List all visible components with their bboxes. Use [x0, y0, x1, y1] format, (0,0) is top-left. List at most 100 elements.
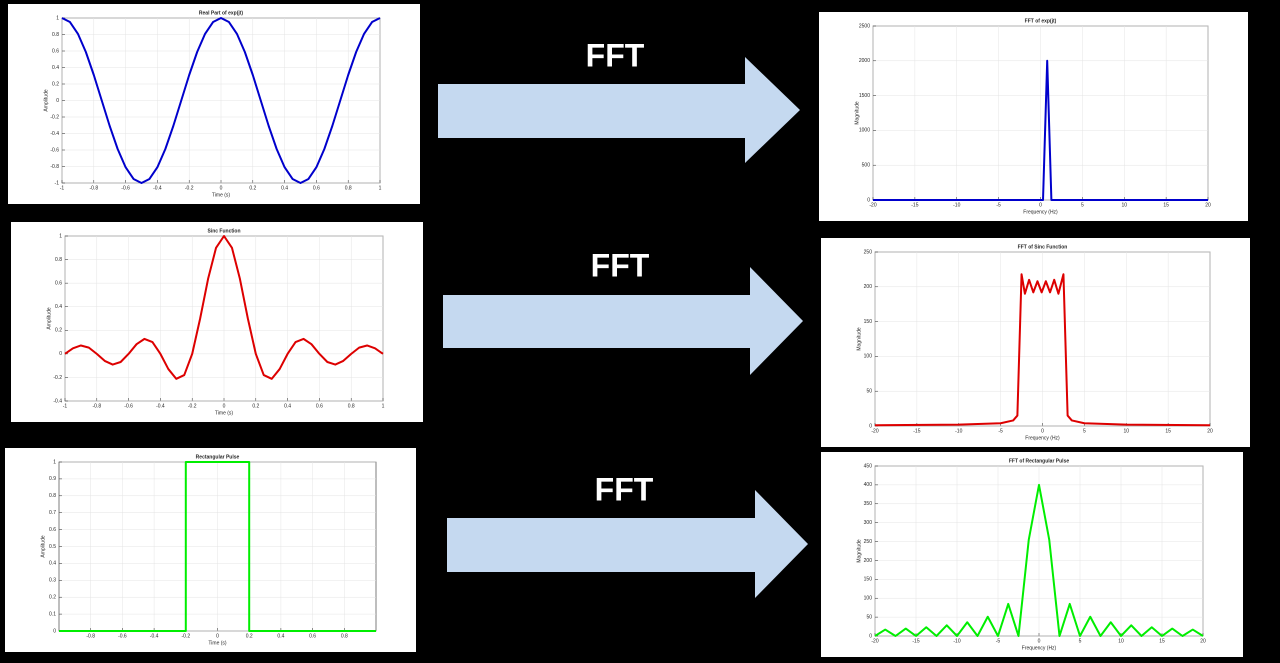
- data-line: [874, 273, 1211, 427]
- x-tick-label: 0.8: [341, 633, 348, 639]
- x-tick-label: -5: [998, 428, 1003, 434]
- y-tick-label: 0.8: [52, 32, 59, 38]
- y-tick-label: 50: [866, 389, 872, 395]
- x-tick-label: 0: [1041, 428, 1044, 434]
- y-tick-label: -0.4: [50, 131, 59, 137]
- y-tick-label: 350: [864, 501, 873, 507]
- y-tick-label: 1000: [859, 128, 870, 134]
- y-tick-label: 0: [867, 197, 870, 203]
- data-line: [873, 59, 1208, 201]
- x-tick-label: -0.4: [156, 403, 165, 409]
- x-tick-label: 5: [1079, 638, 1082, 644]
- x-axis-label: Time (s): [208, 640, 226, 646]
- x-tick-label: 20: [1205, 202, 1211, 208]
- x-tick-label: 20: [1200, 638, 1206, 644]
- x-tick-label: -0.6: [121, 185, 130, 191]
- arrow: [443, 267, 803, 375]
- y-tick-label: 0.3: [49, 578, 56, 584]
- x-tick-label: -20: [869, 202, 876, 208]
- y-tick-label: 0.2: [49, 595, 56, 601]
- y-tick-label: 0.5: [49, 544, 56, 550]
- y-tick-label: 2000: [859, 58, 870, 64]
- x-tick-label: -1: [60, 185, 65, 191]
- x-tick-label: -5: [996, 638, 1001, 644]
- chart-title: Rectangular Pulse: [196, 454, 240, 460]
- x-tick-label: 0: [223, 403, 226, 409]
- x-tick-label: 1: [382, 403, 385, 409]
- x-tick-label: 15: [1163, 202, 1169, 208]
- data-line: [874, 483, 1204, 637]
- y-tick-label: 1500: [859, 93, 870, 99]
- x-tick-label: -15: [911, 202, 918, 208]
- x-tick-label: -10: [953, 202, 960, 208]
- x-tick-label: 10: [1123, 428, 1129, 434]
- y-tick-label: -0.4: [53, 398, 62, 404]
- y-tick-label: 0.8: [49, 493, 56, 499]
- y-tick-label: 0.4: [55, 304, 62, 310]
- x-tick-label: 0.4: [277, 633, 284, 639]
- chart: -1 -0.8 -0.6 -0.4 -0.2 0 0.2 0.4 0.6 0.8 1 -0.4 -0.2…: [11, 222, 423, 422]
- x-tick-label: 15: [1165, 428, 1171, 434]
- chart: -0.8 -0.6 -0.4 -0.2 0 0.2 0.4 0.6 0.8 0 0.1 0.2 0.3 0…: [5, 448, 416, 652]
- x-tick-label: 0.2: [246, 633, 253, 639]
- x-tick-label: -1: [63, 403, 68, 409]
- y-tick-label: 50: [866, 614, 872, 620]
- x-tick-label: 20: [1207, 428, 1213, 434]
- y-axis-label: Magnitude: [856, 327, 862, 351]
- x-tick-label: -10: [953, 638, 960, 644]
- chart: -20 -15 -10 -5 0 5 10 15 20 0 500 1000 1500 2000 2500 F…: [819, 12, 1248, 221]
- x-tick-label: 0.2: [249, 185, 256, 191]
- y-tick-label: 100: [864, 596, 873, 602]
- y-tick-label: 0.7: [49, 510, 56, 516]
- x-tick-label: 0.6: [309, 633, 316, 639]
- x-tick-label: -0.2: [188, 403, 197, 409]
- x-tick-label: 10: [1121, 202, 1127, 208]
- y-tick-label: 0: [56, 98, 59, 104]
- x-tick-label: 15: [1159, 638, 1165, 644]
- arrow-label: FFT: [595, 471, 654, 507]
- x-tick-label: 0.6: [316, 403, 323, 409]
- y-tick-label: 250: [864, 249, 873, 255]
- y-axis-label: Magnitude: [856, 539, 862, 563]
- y-tick-label: 100: [864, 354, 873, 360]
- x-tick-label: -0.8: [92, 403, 101, 409]
- y-axis-label: Amplitude: [40, 535, 46, 557]
- y-tick-label: 300: [864, 520, 873, 526]
- y-tick-label: 400: [864, 482, 873, 488]
- y-tick-label: 0.6: [55, 280, 62, 286]
- y-tick-label: 0.9: [49, 476, 56, 482]
- y-tick-label: 0.6: [52, 48, 59, 54]
- y-tick-label: 250: [864, 539, 873, 545]
- x-tick-label: 0.6: [313, 185, 320, 191]
- y-tick-label: 200: [864, 558, 873, 564]
- x-tick-label: -15: [913, 428, 920, 434]
- x-tick-label: 10: [1118, 638, 1124, 644]
- chart-title: FFT of Sinc Function: [1018, 244, 1068, 250]
- chart-title: FFT of exp(jt): [1025, 18, 1057, 24]
- arrow: [447, 490, 808, 598]
- x-axis-label: Time (s): [212, 192, 230, 198]
- y-tick-label: -0.2: [50, 114, 59, 120]
- y-tick-label: 0.4: [52, 65, 59, 71]
- arrow-label: FFT: [591, 247, 650, 283]
- y-tick-label: 0.2: [55, 328, 62, 334]
- x-tick-label: -20: [871, 638, 878, 644]
- y-tick-label: 0.6: [49, 527, 56, 533]
- y-tick-label: -0.2: [53, 375, 62, 381]
- x-tick-label: 0: [1039, 202, 1042, 208]
- x-tick-label: -0.2: [185, 185, 194, 191]
- y-tick-label: 0: [869, 423, 872, 429]
- y-tick-label: 0.1: [49, 611, 56, 617]
- x-tick-label: -20: [871, 428, 878, 434]
- x-tick-label: -15: [912, 638, 919, 644]
- y-tick-label: 2500: [859, 23, 870, 29]
- x-axis-label: Frequency (Hz): [1023, 209, 1058, 215]
- data-line: [64, 235, 384, 380]
- x-tick-label: 0.8: [345, 185, 352, 191]
- x-tick-label: 0: [220, 185, 223, 191]
- y-axis-label: Amplitude: [43, 89, 49, 111]
- data-line: [61, 17, 381, 184]
- y-tick-label: 1: [56, 15, 59, 21]
